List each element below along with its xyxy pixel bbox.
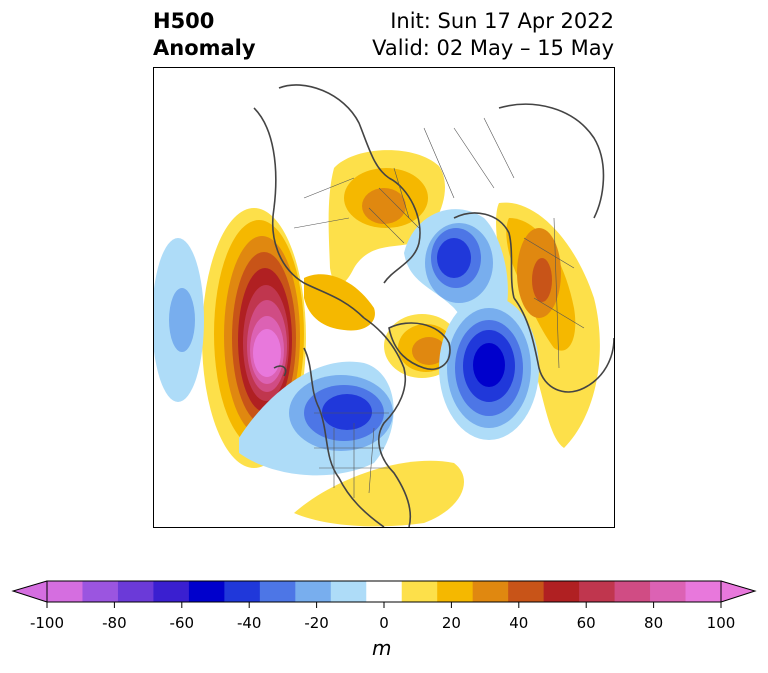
coast-islands [273, 365, 287, 377]
coast-europe [513, 297, 614, 393]
colorbar-cell [685, 581, 722, 602]
trough-namerica-40 [322, 394, 372, 430]
ridge-pacific-90 [253, 329, 281, 377]
date-block: Init: Sun 17 Apr 2022 Valid: 02 May – 15… [372, 8, 614, 62]
coast-greenland [388, 322, 451, 370]
anomaly-fills [154, 150, 600, 527]
ridge-south-10 [294, 460, 464, 527]
coastlines [253, 84, 614, 527]
variable-label: H500 [153, 9, 215, 33]
colorbar-cell [153, 581, 190, 602]
colorbar [11, 580, 757, 608]
ridge-connector-20 [304, 274, 375, 331]
colorbar-cells [47, 581, 722, 602]
colorbar-cell [330, 581, 367, 602]
border-siberia [293, 177, 355, 229]
colorbar-cell [47, 581, 83, 602]
colorbar-cell [295, 581, 332, 602]
colorbar-cell [543, 581, 580, 602]
product-label: Anomaly [153, 36, 256, 60]
border-asia-north [423, 117, 515, 199]
colorbar-tick-label: -100 [29, 614, 65, 632]
ridge-greenland-30 [412, 337, 446, 365]
colorbar-unit-label: m [372, 636, 392, 660]
coast-alaska [253, 107, 365, 319]
valid-range: Valid: 02 May – 15 May [372, 36, 614, 60]
border-states-horizontal [314, 447, 389, 469]
coast-america-east [363, 317, 412, 527]
coast-asia-north [498, 103, 605, 219]
trough-siberia-40 [437, 238, 471, 278]
coast-america-west [303, 347, 385, 527]
border-states [333, 423, 375, 498]
colorbar-cell [650, 581, 687, 602]
colorbar-cell [437, 581, 474, 602]
colorbar-cell [82, 581, 119, 602]
coast-arctic [383, 177, 421, 284]
colorbar-arrow-max-outline [720, 580, 757, 603]
colorbar-extend-min [13, 581, 47, 602]
colorbar-tick-label: 80 [644, 614, 664, 632]
colorbar-tick-label: -80 [102, 614, 127, 632]
ridge-eurasia-40 [532, 258, 552, 302]
political-borders [293, 117, 585, 498]
colorbar-tick-label: 40 [509, 614, 529, 632]
colorbar-cell [366, 581, 403, 602]
colorbar-arrow-min-outline [11, 580, 48, 603]
colorbar-tick-label: 0 [379, 614, 389, 632]
map-title-block: H500 Anomaly [153, 8, 256, 62]
colorbar-cell [614, 581, 651, 602]
colorbar-cell [224, 581, 261, 602]
border-russia-grid [368, 167, 420, 244]
coast-scandinavia [453, 212, 515, 299]
colorbar-cell [117, 581, 154, 602]
anomaly-map [153, 67, 615, 528]
ridge-arctic-30 [362, 188, 406, 224]
colorbar-tick-label: 20 [441, 614, 461, 632]
map-canvas [154, 84, 614, 527]
colorbar-tick-label: -20 [304, 614, 329, 632]
colorbar-tick-label: -40 [236, 614, 262, 632]
colorbar-cell [472, 581, 509, 602]
colorbar-cell [401, 581, 438, 602]
colorbar-cell [579, 581, 616, 602]
colorbar-tick-label: -60 [169, 614, 195, 632]
init-date: Init: Sun 17 Apr 2022 [390, 9, 614, 33]
colorbar-cell [188, 581, 225, 602]
coast-siberia-east [278, 84, 390, 179]
colorbar-tick-label: 60 [576, 614, 596, 632]
colorbar-extend-max [721, 581, 755, 602]
colorbar-tick-label: 100 [706, 614, 736, 632]
trough-west-20 [169, 288, 195, 352]
border-eurasia [523, 217, 585, 369]
colorbar-cell [508, 581, 545, 602]
colorbar-cell [259, 581, 296, 602]
trough-atlantic-50 [473, 343, 505, 387]
colorbar-tickmarks [46, 602, 722, 608]
